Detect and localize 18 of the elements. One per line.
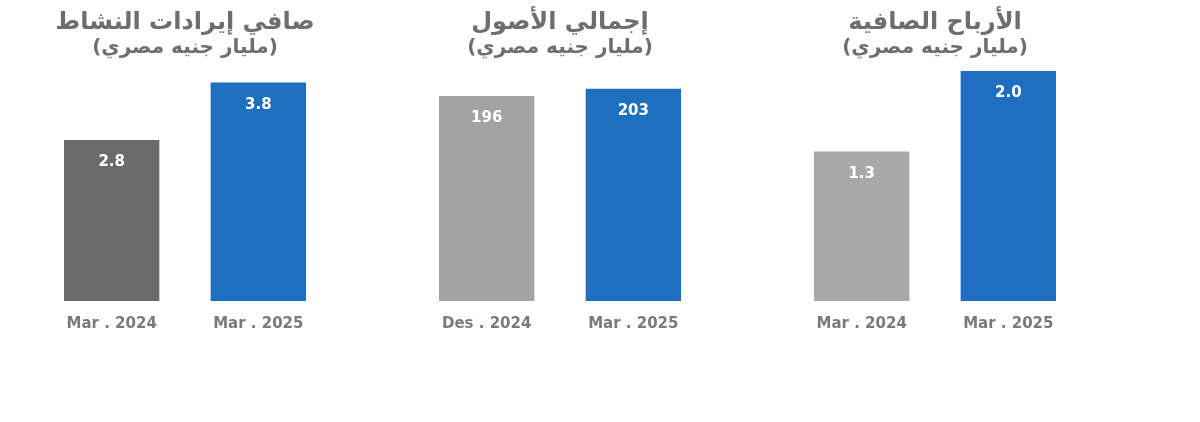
x-tick-label: Mar . 2025 (213, 313, 304, 332)
data-label: 203 (617, 100, 649, 119)
chart-subtitle: (مليار جنيه مصري) (92, 34, 278, 59)
x-tick-label: Mar . 2024 (66, 313, 157, 332)
data-label: 2.8 (98, 152, 125, 170)
x-tick-label: Mar . 2025 (588, 313, 679, 332)
chart-subtitle: (مليار جنيه مصري) (842, 34, 1028, 59)
x-tick-label: Mar . 2025 (963, 313, 1054, 332)
x-tick-label: Des . 2024 (441, 313, 532, 332)
chart-title: إجمالي الأصول (471, 6, 649, 35)
data-label: 2.0 (995, 83, 1022, 101)
chart-title: الأرباح الصافية (848, 6, 1022, 35)
data-label: 3.8 (245, 94, 272, 113)
x-tick-label: Mar . 2024 (816, 313, 907, 332)
data-label: 196 (471, 108, 503, 127)
data-label: 1.3 (848, 163, 875, 182)
chart-title: صافي إيرادات النشاط (55, 7, 315, 35)
chart-subtitle: (مليار جنيه مصري) (467, 34, 653, 59)
